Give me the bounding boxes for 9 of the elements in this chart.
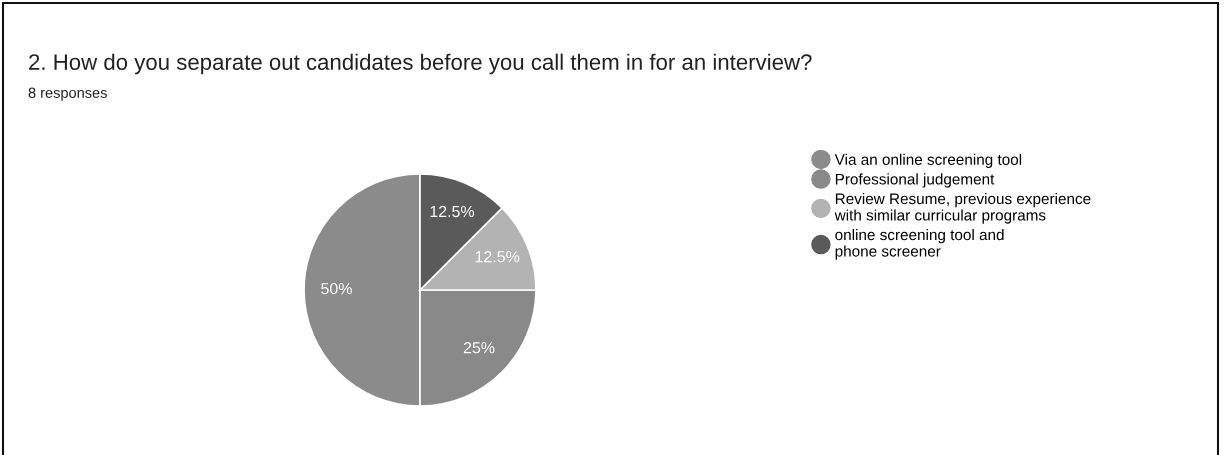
text: 8 responses: [28, 87, 107, 101]
data-label: 25%: [463, 342, 495, 354]
legend-label: online screening tool and phone screener: [835, 228, 1004, 260]
legend-label: Professional judgement: [835, 173, 995, 188]
data-label: 12.5%: [430, 205, 475, 218]
legend-label: Via an online screening tool: [834, 153, 1022, 168]
data-label: 12.5%: [475, 251, 520, 263]
data-label: 50%: [321, 282, 352, 295]
chart-title: 2. How do you separate out candidates before you call them in for an interview?: [29, 53, 812, 75]
